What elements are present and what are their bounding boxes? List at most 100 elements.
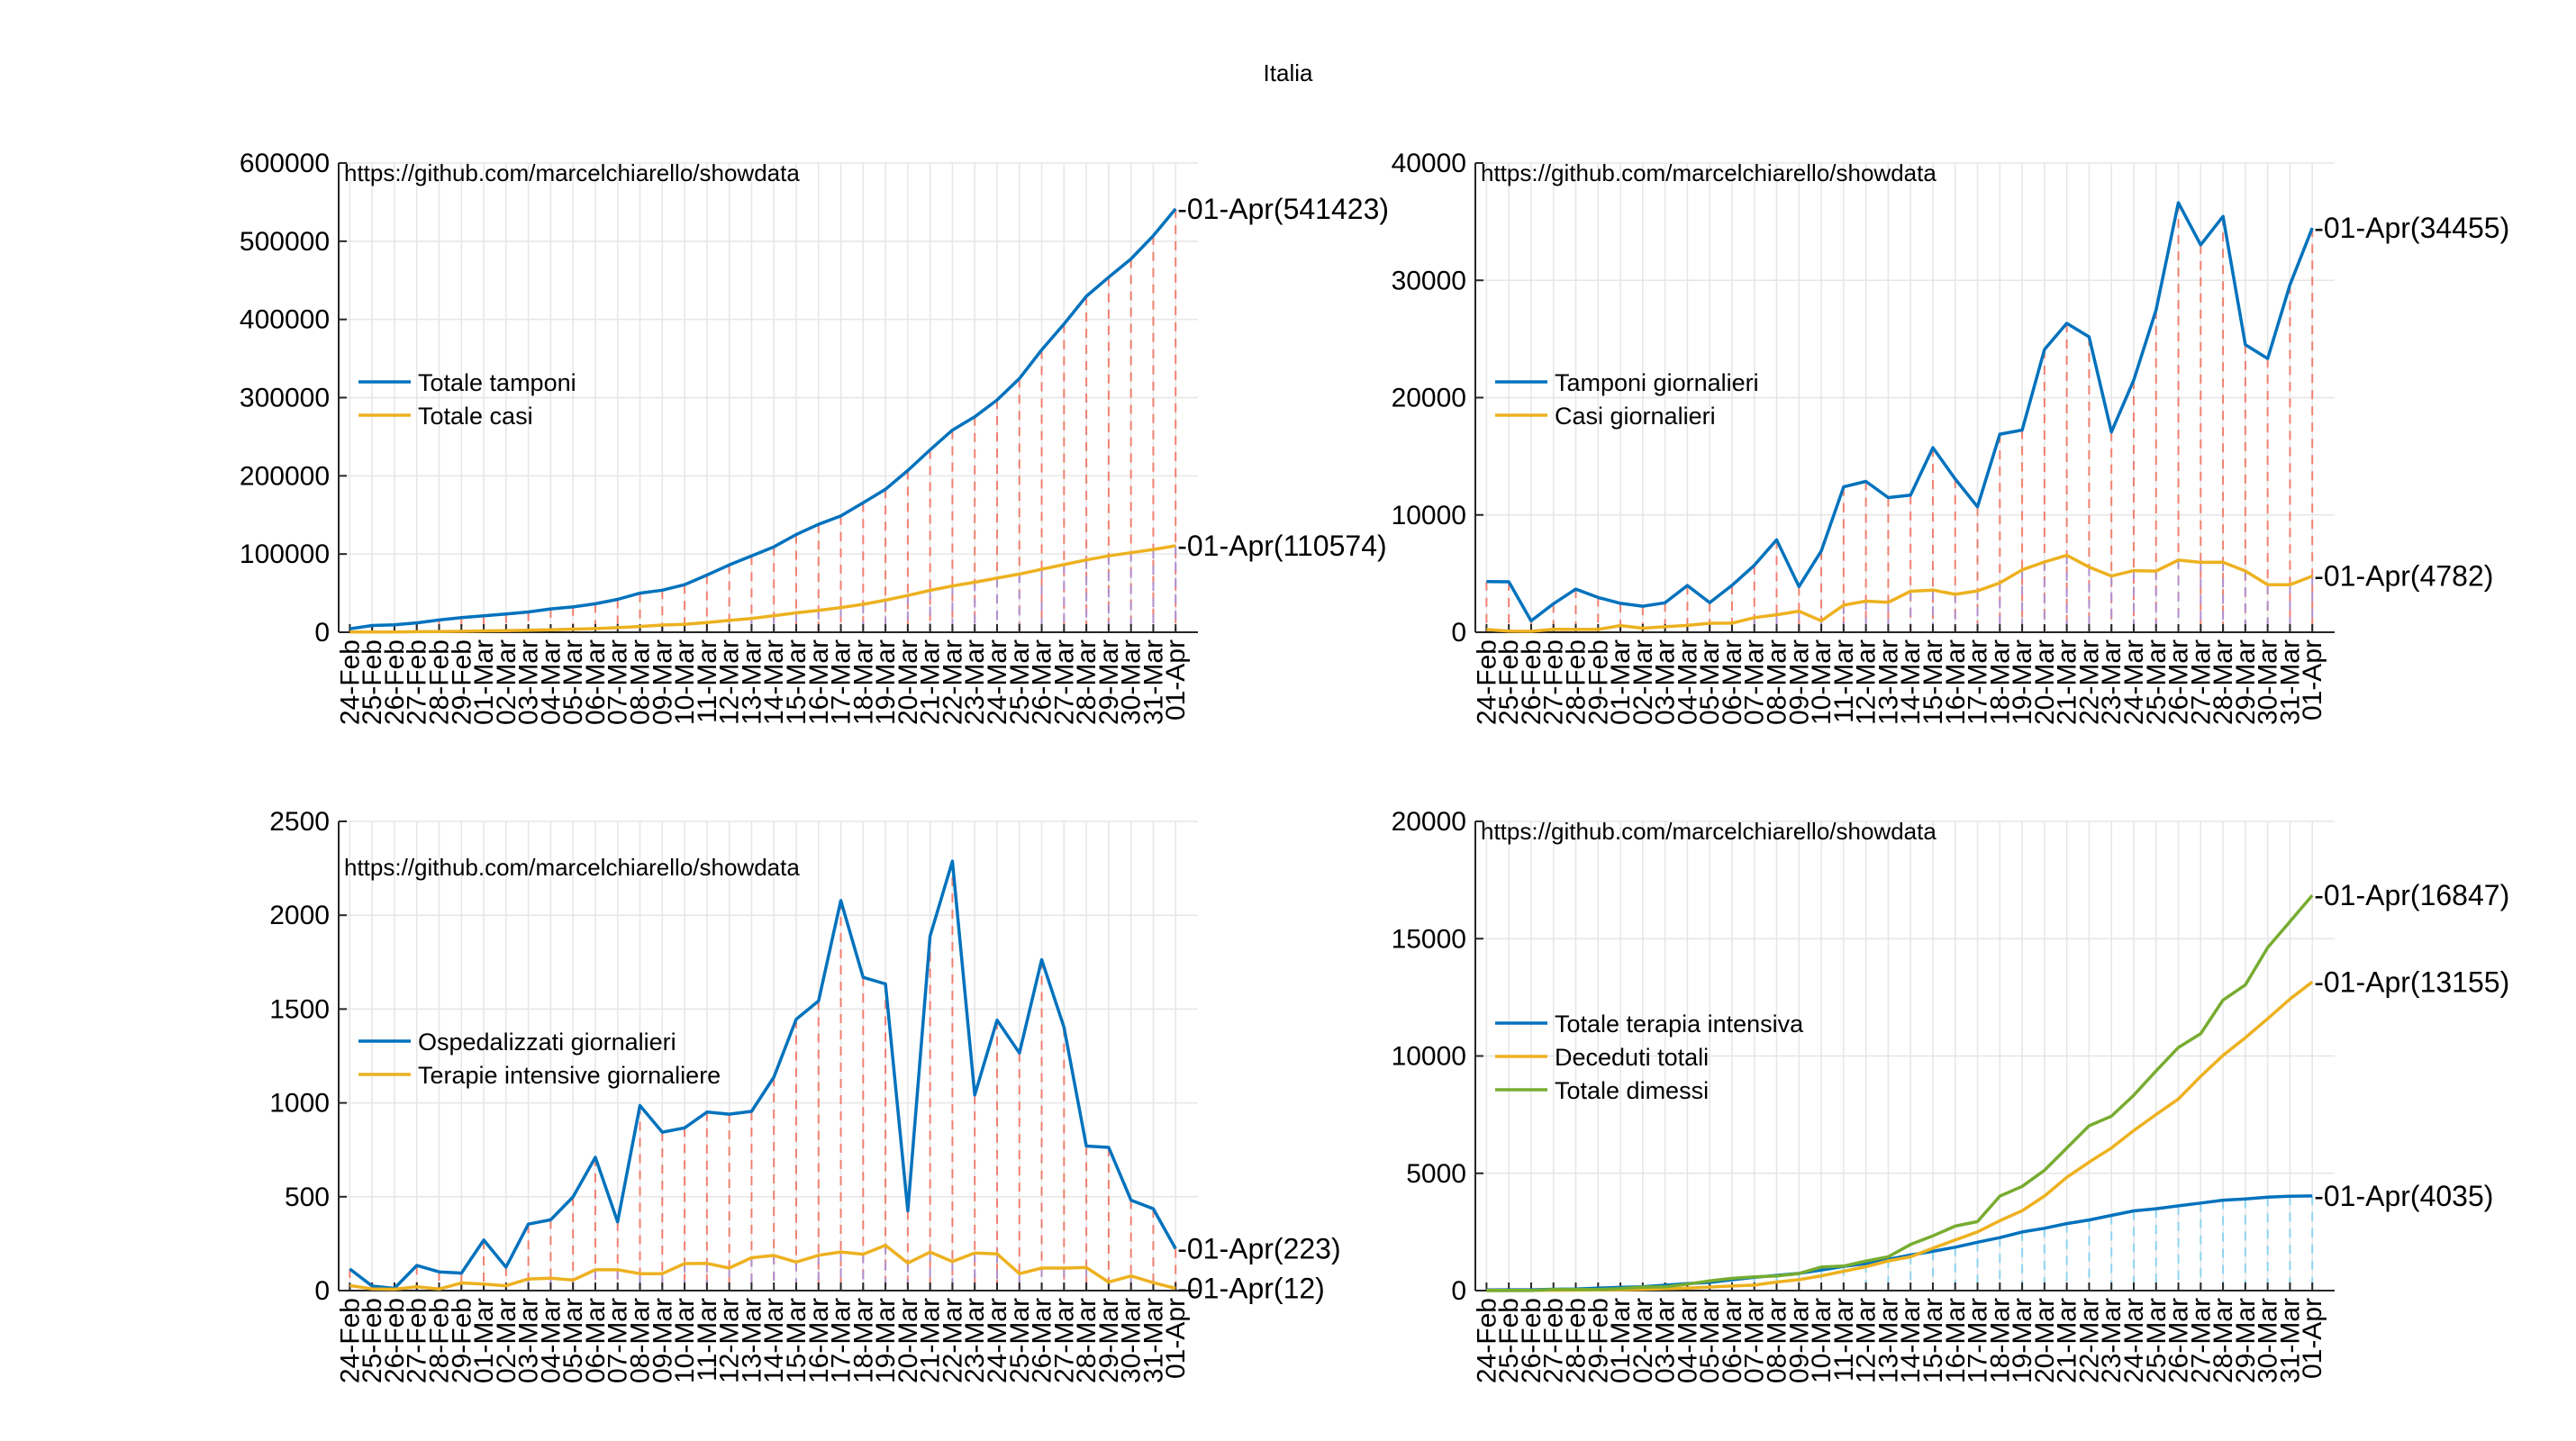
x-tick-label: 28-Feb — [1562, 639, 1592, 725]
y-tick-label: 10000 — [1392, 501, 1466, 530]
x-tick-label: 29-Mar — [1094, 639, 1124, 725]
y-tick-label: 15000 — [1392, 924, 1466, 954]
end-label: -01-Apr(16847) — [2314, 879, 2509, 911]
x-tick-label: 18-Mar — [1985, 639, 2015, 725]
x-tick-label: 02-Mar — [492, 1298, 522, 1383]
x-tick-label: 21-Mar — [916, 1298, 946, 1383]
end-label: -01-Apr(110574) — [1177, 530, 1386, 562]
x-tick-label: 29-Mar — [2231, 639, 2261, 725]
series-line — [349, 1244, 1176, 1291]
x-tick-label: 27-Mar — [2186, 639, 2216, 725]
x-tick-label: 07-Mar — [603, 1298, 633, 1383]
x-tick-label: 01-Apr — [2298, 1298, 2327, 1379]
x-tick-label: 04-Mar — [536, 1298, 566, 1383]
x-tick-label: 16-Mar — [1941, 639, 1971, 725]
grid — [339, 820, 1198, 1291]
x-tick-label: 29-Feb — [447, 1298, 476, 1383]
x-tick-label: 04-Mar — [1673, 1298, 1702, 1383]
x-tick-label: 09-Mar — [648, 639, 677, 725]
y-tick-label: 20000 — [1392, 384, 1466, 413]
x-tick-label: 21-Mar — [916, 639, 946, 725]
x-tick-label: 28-Mar — [1072, 639, 1102, 725]
x-tick-label: 25-Mar — [1005, 1298, 1035, 1383]
x-tick-label: 26-Feb — [380, 1298, 410, 1383]
legend: Ospedalizzati giornalieri Terapie intensi… — [358, 1029, 721, 1089]
y-tick-label: 30000 — [1392, 266, 1466, 295]
x-tick-label: 21-Mar — [2053, 1298, 2082, 1383]
x-tick-label: 09-Mar — [1784, 1298, 1814, 1383]
y-tick-label: 100000 — [240, 539, 330, 569]
end-label: -01-Apr(12) — [1177, 1272, 1325, 1304]
x-tick-label: 24-Feb — [1472, 1298, 1501, 1383]
x-tick-label: 13-Mar — [1873, 1298, 1903, 1383]
x-tick-label: 08-Mar — [1763, 1298, 1792, 1383]
x-tick-label: 24-Feb — [335, 639, 365, 725]
x-tick-label: 05-Mar — [558, 1298, 588, 1383]
x-tick-label: 23-Mar — [960, 1298, 990, 1383]
x-tick-label: 26-Feb — [1517, 1298, 1547, 1383]
legend: Totale tamponi Totale casi — [358, 369, 576, 430]
x-tick-label: 23-Mar — [960, 639, 990, 725]
x-tick-label: 01-Mar — [469, 1298, 499, 1383]
x-tick-label: 24-Mar — [983, 1298, 1012, 1383]
x-tick-label: 29-Feb — [447, 639, 476, 725]
x-tick-label: 31-Mar — [2275, 639, 2305, 725]
x-tick-label: 23-Mar — [2097, 1298, 2127, 1383]
x-tick-label: 07-Mar — [603, 639, 633, 725]
x-tick-label: 01-Apr — [1161, 639, 1191, 720]
y-tick-label: 2000 — [269, 901, 330, 930]
y-tick-label: 0 — [314, 1276, 330, 1306]
legend-label: Deceduti totali — [1555, 1044, 1709, 1071]
x-tick-label: 02-Mar — [1628, 639, 1658, 725]
series-line — [1486, 553, 2313, 633]
x-tick-label: 23-Mar — [2097, 639, 2127, 725]
x-tick-label: 27-Feb — [1539, 639, 1569, 725]
x-tick-label: 15-Mar — [782, 1298, 812, 1383]
source-annotation: https://github.com/marcelchiarello/showd… — [1481, 818, 1937, 845]
x-tick-label: 28-Mar — [2209, 1298, 2238, 1383]
y-tick-label: 40000 — [1392, 149, 1466, 178]
x-tick-label: 25-Mar — [2142, 1298, 2172, 1383]
x-tick-label: 24-Mar — [2119, 639, 2149, 725]
x-tick-label: 26-Feb — [1517, 639, 1547, 725]
legend-label: Tamponi giornalieri — [1555, 369, 1759, 396]
chart-2: 01000020000300004000024-Feb25-Feb26-Feb2… — [1392, 149, 2510, 725]
x-tick-label: 30-Mar — [1117, 639, 1147, 725]
x-tick-label: 04-Mar — [1673, 639, 1702, 725]
x-tick-label: 27-Mar — [2186, 1298, 2216, 1383]
source-annotation: https://github.com/marcelchiarello/showd… — [344, 854, 800, 881]
y-tick-label: 500000 — [240, 227, 330, 257]
x-tick-label: 16-Mar — [1941, 1298, 1971, 1383]
x-tick-label: 03-Mar — [1651, 1298, 1681, 1383]
x-tick-label: 29-Mar — [1094, 1298, 1124, 1383]
x-tick-label: 25-Feb — [1494, 1298, 1524, 1383]
y-tick-label: 2500 — [269, 807, 330, 837]
series-line — [349, 207, 1177, 630]
y-tick-label: 10000 — [1392, 1042, 1466, 1072]
x-tick-label: 22-Mar — [938, 639, 967, 725]
x-tick-label: 18-Mar — [848, 1298, 878, 1383]
x-tick-label: 03-Mar — [1651, 639, 1681, 725]
x-tick-label: 11-Mar — [693, 639, 722, 723]
x-tick-label: 03-Mar — [514, 639, 544, 725]
x-tick-label: 31-Mar — [2275, 1298, 2305, 1383]
x-tick-label: 27-Feb — [1539, 1298, 1569, 1383]
x-tick-label: 11-Mar — [1829, 1298, 1859, 1382]
x-tick-label: 28-Mar — [2209, 639, 2238, 725]
x-tick-label: 06-Mar — [1718, 1298, 1747, 1383]
x-tick-label: 15-Mar — [1918, 1298, 1948, 1383]
x-tick-label: 12-Mar — [715, 639, 745, 725]
x-tick-label: 04-Mar — [536, 639, 566, 725]
y-tick-label: 200000 — [240, 461, 330, 491]
x-tick-label: 24-Feb — [335, 1298, 365, 1383]
x-tick-label: 28-Feb — [425, 1298, 455, 1383]
legend-label: Ospedalizzati giornalieri — [418, 1029, 676, 1056]
source-annotation: https://github.com/marcelchiarello/showd… — [344, 159, 800, 186]
x-tick-label: 30-Mar — [2254, 1298, 2283, 1383]
x-tick-label: 29-Mar — [2231, 1298, 2261, 1383]
x-tick-label: 20-Mar — [893, 639, 923, 725]
x-tick-label: 25-Feb — [1494, 639, 1524, 725]
x-tick-label: 29-Feb — [1583, 639, 1613, 725]
x-tick-label: 15-Mar — [1918, 639, 1948, 725]
